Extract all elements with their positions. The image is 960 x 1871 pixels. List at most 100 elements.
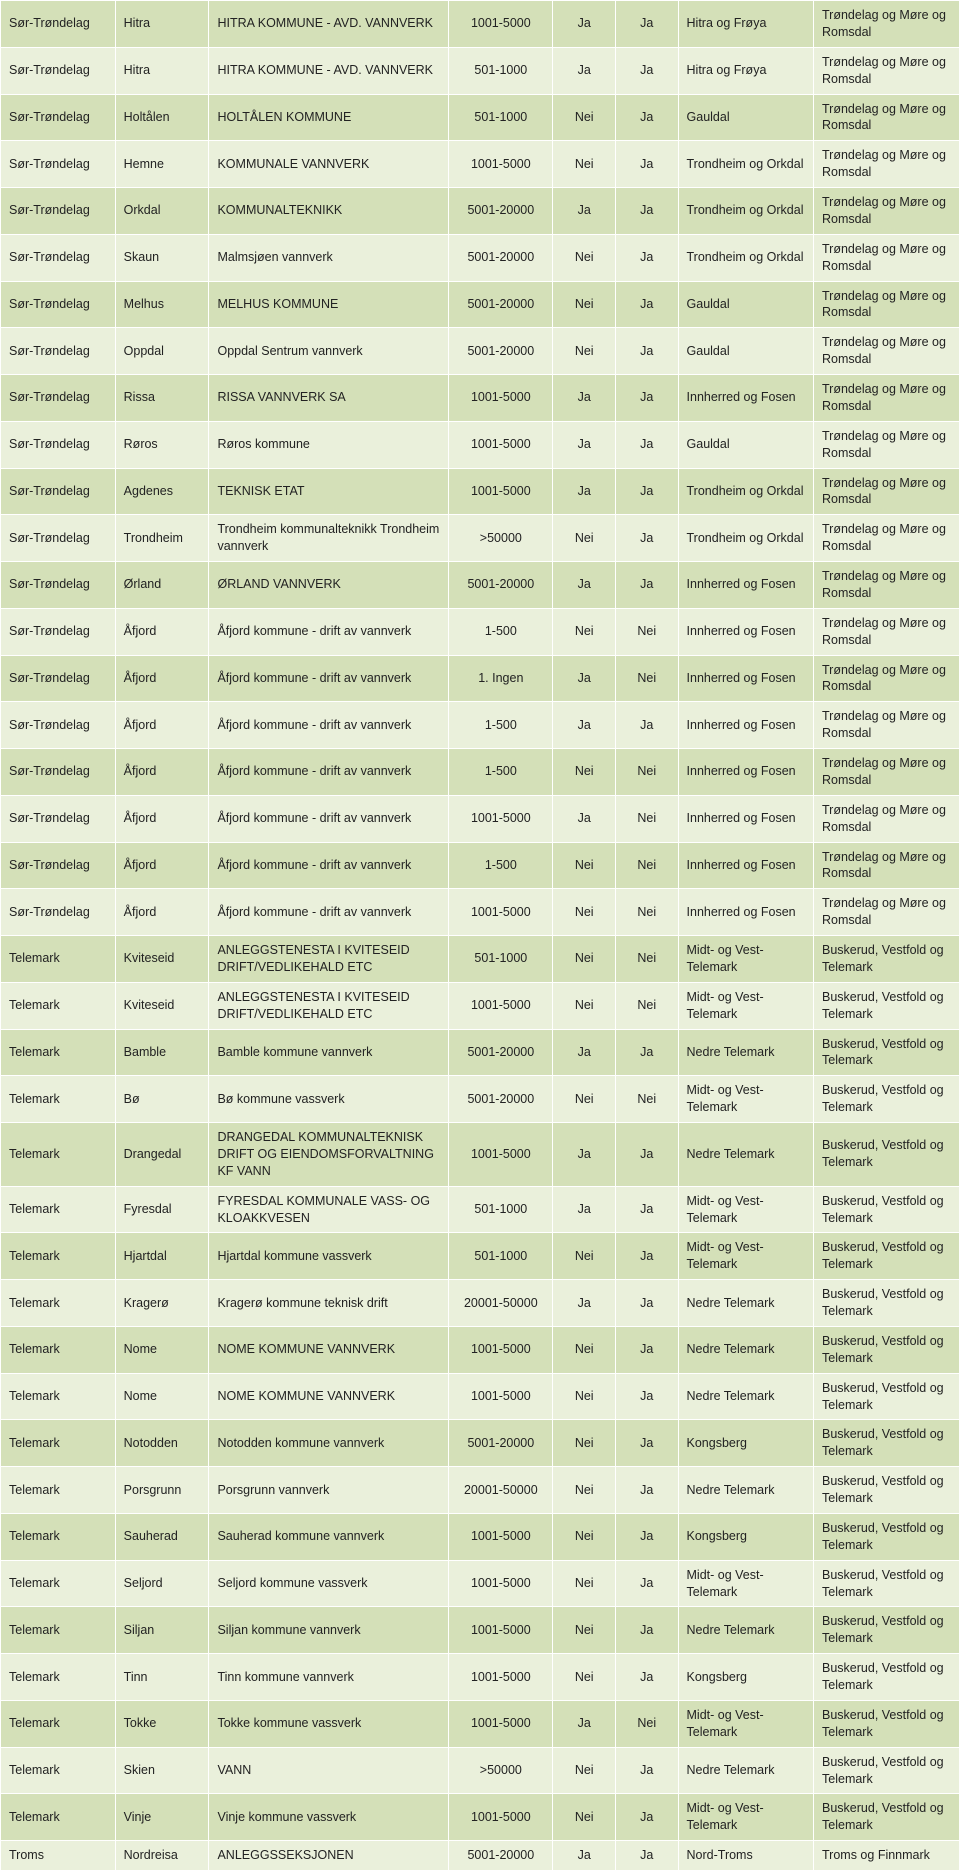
- table-row: TelemarkKviteseidANLEGGSTENESTA I KVITES…: [1, 936, 960, 983]
- cell-size: 1001-5000: [449, 141, 553, 188]
- cell-flag-b: Ja: [615, 1233, 678, 1280]
- cell-flag-b: Ja: [615, 1420, 678, 1467]
- cell-flag-b: Ja: [615, 1654, 678, 1701]
- cell-navn: Åfjord kommune - drift av vannverk: [209, 702, 449, 749]
- cell-size: 1001-5000: [449, 1326, 553, 1373]
- cell-flag-a: Nei: [553, 1076, 616, 1123]
- cell-flag-b: Ja: [615, 328, 678, 375]
- cell-navn: Sauherad kommune vannverk: [209, 1513, 449, 1560]
- cell-flag-b: Nei: [615, 655, 678, 702]
- cell-omrade: Trondheim og Orkdal: [678, 234, 814, 281]
- cell-omrade: Midt- og Vest-Telemark: [678, 1186, 814, 1233]
- cell-kommune: Sauherad: [115, 1513, 209, 1560]
- cell-kommune: Åfjord: [115, 608, 209, 655]
- cell-flag-b: Ja: [615, 375, 678, 422]
- cell-flag-b: Ja: [615, 234, 678, 281]
- cell-omrade: Midt- og Vest-Telemark: [678, 1560, 814, 1607]
- cell-navn: TEKNISK ETAT: [209, 468, 449, 515]
- cell-size: 501-1000: [449, 47, 553, 94]
- cell-navn: Åfjord kommune - drift av vannverk: [209, 608, 449, 655]
- cell-flag-b: Ja: [615, 1560, 678, 1607]
- cell-flag-b: Ja: [615, 1280, 678, 1327]
- cell-navn: VANN: [209, 1747, 449, 1794]
- cell-navn: NOME KOMMUNE VANNVERK: [209, 1326, 449, 1373]
- cell-flag-a: Ja: [553, 1186, 616, 1233]
- cell-size: 1001-5000: [449, 795, 553, 842]
- cell-fylke: Telemark: [1, 1747, 116, 1794]
- cell-flag-a: Nei: [553, 94, 616, 141]
- cell-navn: Hjartdal kommune vassverk: [209, 1233, 449, 1280]
- cell-flag-b: Ja: [615, 281, 678, 328]
- cell-size: 5001-20000: [449, 188, 553, 235]
- cell-flag-a: Nei: [553, 842, 616, 889]
- cell-kommune: Nordreisa: [115, 1841, 209, 1871]
- table-row: Sør-TrøndelagÅfjordÅfjord kommune - drif…: [1, 655, 960, 702]
- cell-region: Trøndelag og Møre og Romsdal: [814, 842, 960, 889]
- cell-size: 20001-50000: [449, 1467, 553, 1514]
- cell-kommune: Fyresdal: [115, 1186, 209, 1233]
- cell-kommune: Åfjord: [115, 702, 209, 749]
- cell-omrade: Nedre Telemark: [678, 1123, 814, 1187]
- cell-flag-a: Ja: [553, 468, 616, 515]
- cell-flag-b: Ja: [615, 702, 678, 749]
- table-row: TelemarkPorsgrunnPorsgrunn vannverk20001…: [1, 1467, 960, 1514]
- cell-flag-a: Nei: [553, 328, 616, 375]
- table-row: Sør-TrøndelagÅfjordÅfjord kommune - drif…: [1, 795, 960, 842]
- cell-navn: Åfjord kommune - drift av vannverk: [209, 795, 449, 842]
- cell-kommune: Holtålen: [115, 94, 209, 141]
- cell-flag-b: Ja: [615, 562, 678, 609]
- cell-kommune: Ørland: [115, 562, 209, 609]
- cell-flag-b: Ja: [615, 47, 678, 94]
- cell-region: Trøndelag og Møre og Romsdal: [814, 515, 960, 562]
- cell-navn: Bø kommune vassverk: [209, 1076, 449, 1123]
- cell-kommune: Tinn: [115, 1654, 209, 1701]
- cell-omrade: Hitra og Frøya: [678, 47, 814, 94]
- cell-navn: ANLEGGSTENESTA I KVITESEID DRIFT/VEDLIKE…: [209, 982, 449, 1029]
- cell-fylke: Sør-Trøndelag: [1, 47, 116, 94]
- cell-fylke: Telemark: [1, 936, 116, 983]
- cell-kommune: Åfjord: [115, 795, 209, 842]
- cell-omrade: Kongsberg: [678, 1654, 814, 1701]
- cell-fylke: Sør-Trøndelag: [1, 842, 116, 889]
- table-row: Sør-TrøndelagÅfjordÅfjord kommune - drif…: [1, 889, 960, 936]
- cell-navn: ANLEGGSSEKSJONEN: [209, 1841, 449, 1871]
- cell-kommune: Oppdal: [115, 328, 209, 375]
- cell-omrade: Kongsberg: [678, 1513, 814, 1560]
- cell-flag-b: Nei: [615, 1076, 678, 1123]
- cell-fylke: Sør-Trøndelag: [1, 655, 116, 702]
- cell-region: Trøndelag og Møre og Romsdal: [814, 562, 960, 609]
- table-row: TelemarkTinnTinn kommune vannverk1001-50…: [1, 1654, 960, 1701]
- cell-kommune: Melhus: [115, 281, 209, 328]
- cell-fylke: Sør-Trøndelag: [1, 94, 116, 141]
- table-row: TelemarkDrangedalDRANGEDAL KOMMUNALTEKNI…: [1, 1123, 960, 1187]
- cell-fylke: Sør-Trøndelag: [1, 234, 116, 281]
- cell-size: 1001-5000: [449, 468, 553, 515]
- cell-flag-a: Nei: [553, 749, 616, 796]
- cell-region: Trøndelag og Møre og Romsdal: [814, 421, 960, 468]
- cell-kommune: Bø: [115, 1076, 209, 1123]
- cell-omrade: Gauldal: [678, 94, 814, 141]
- cell-flag-b: Ja: [615, 1747, 678, 1794]
- cell-region: Buskerud, Vestfold og Telemark: [814, 1326, 960, 1373]
- cell-fylke: Sør-Trøndelag: [1, 188, 116, 235]
- cell-flag-b: Nei: [615, 1700, 678, 1747]
- table-row: TelemarkBambleBamble kommune vannverk500…: [1, 1029, 960, 1076]
- table-row: Sør-TrøndelagOrkdalKOMMUNALTEKNIKK5001-2…: [1, 188, 960, 235]
- cell-fylke: Telemark: [1, 1467, 116, 1514]
- cell-size: 501-1000: [449, 936, 553, 983]
- table-row: Sør-TrøndelagØrlandØRLAND VANNVERK5001-2…: [1, 562, 960, 609]
- cell-size: 1001-5000: [449, 1700, 553, 1747]
- cell-fylke: Sør-Trøndelag: [1, 749, 116, 796]
- cell-size: 5001-20000: [449, 562, 553, 609]
- cell-navn: Åfjord kommune - drift av vannverk: [209, 889, 449, 936]
- cell-kommune: Skien: [115, 1747, 209, 1794]
- cell-flag-a: Nei: [553, 1420, 616, 1467]
- cell-flag-b: Ja: [615, 1186, 678, 1233]
- cell-flag-a: Ja: [553, 1123, 616, 1187]
- cell-flag-b: Nei: [615, 842, 678, 889]
- cell-flag-b: Nei: [615, 982, 678, 1029]
- cell-omrade: Innherred og Fosen: [678, 889, 814, 936]
- cell-region: Trøndelag og Møre og Romsdal: [814, 468, 960, 515]
- cell-flag-a: Nei: [553, 1560, 616, 1607]
- cell-region: Trøndelag og Møre og Romsdal: [814, 328, 960, 375]
